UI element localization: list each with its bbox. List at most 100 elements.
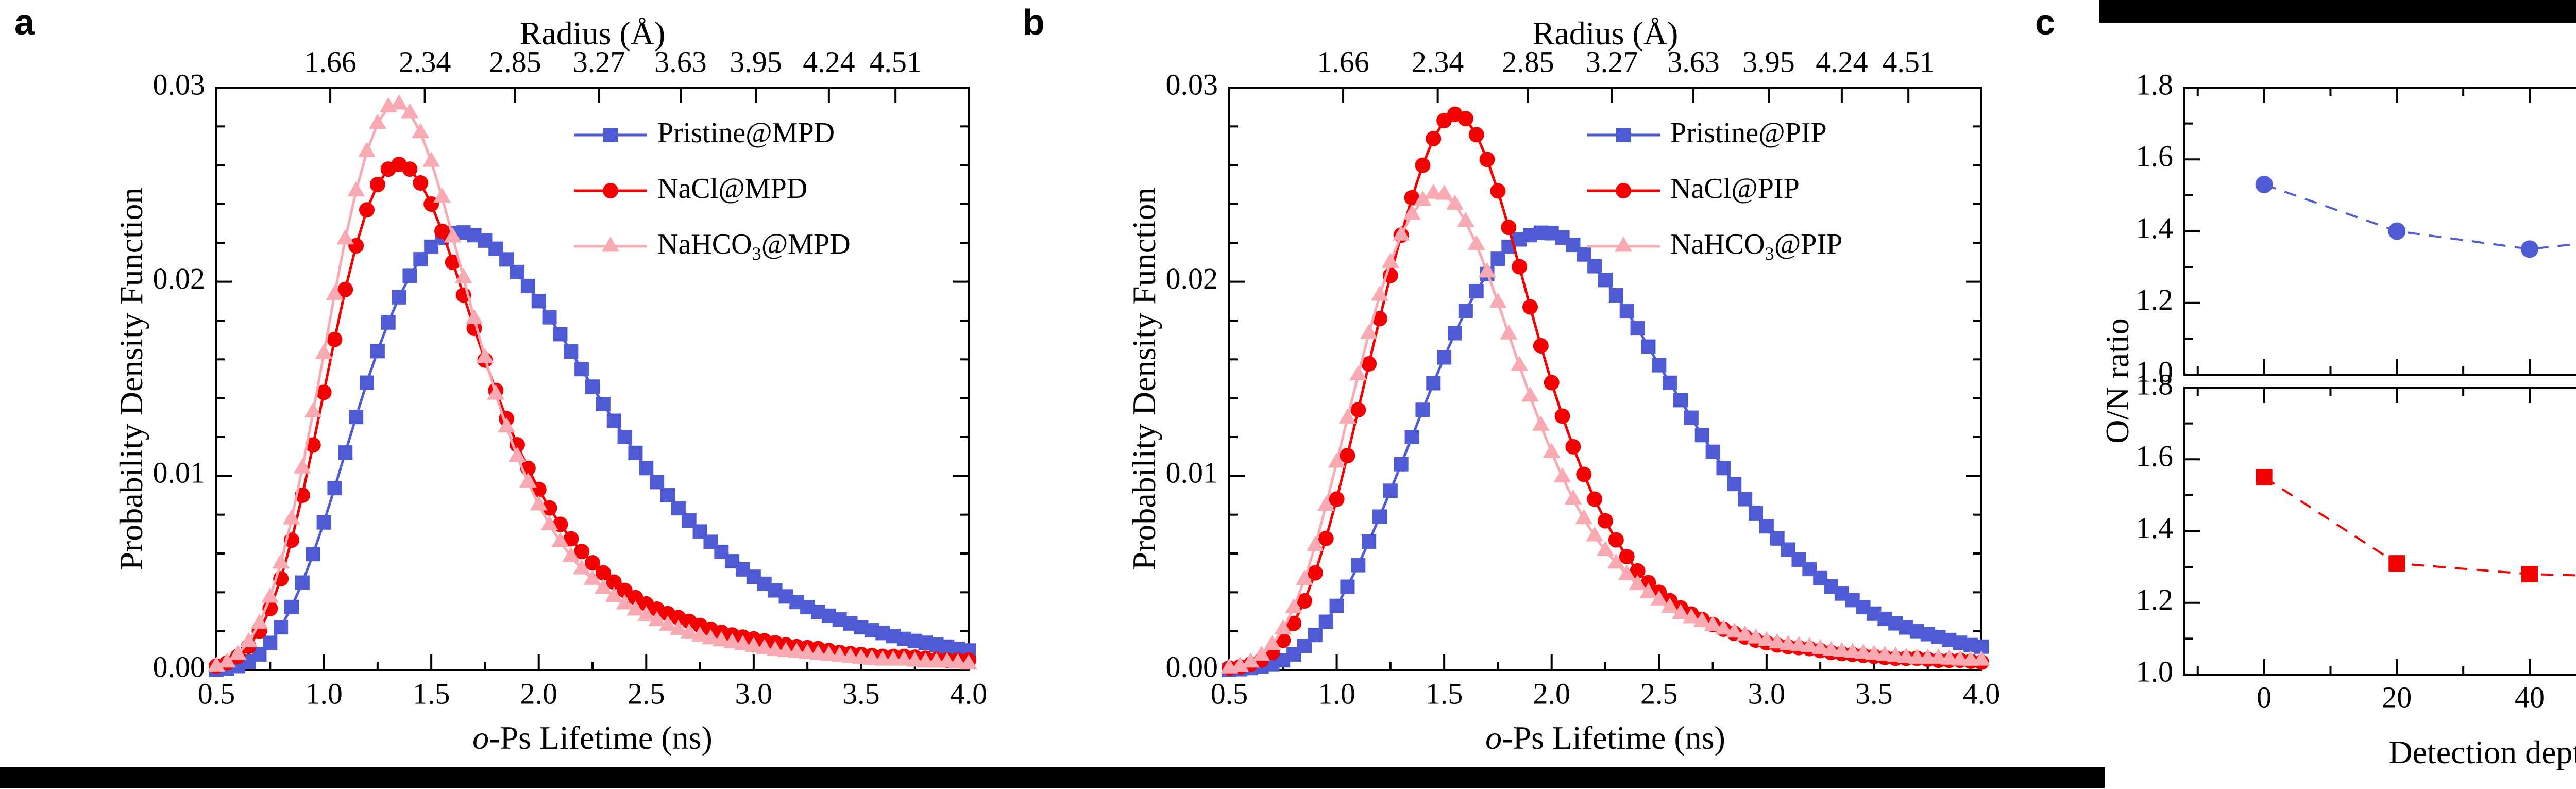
- svg-text:3.27: 3.27: [573, 45, 625, 78]
- svg-text:1.66: 1.66: [304, 45, 357, 78]
- panel-b-top-axis-title: Radius (Å): [1532, 15, 1679, 52]
- svg-text:3.27: 3.27: [1586, 45, 1638, 78]
- series-c1-0: [2255, 175, 2576, 258]
- svg-text:3.0: 3.0: [735, 677, 773, 710]
- series-b-0: [1222, 225, 1989, 677]
- svg-text:0.03: 0.03: [153, 68, 206, 101]
- svg-text:3.63: 3.63: [654, 45, 707, 78]
- legend-marker-square-icon: [1585, 117, 1662, 153]
- svg-text:2.5: 2.5: [628, 677, 665, 710]
- svg-text:1.0: 1.0: [1318, 677, 1355, 710]
- svg-text:0.00: 0.00: [153, 650, 206, 683]
- svg-text:1.0: 1.0: [2136, 355, 2174, 388]
- svg-text:0.5: 0.5: [1211, 677, 1248, 710]
- legend-item: NaHCO3@MPD: [572, 219, 851, 274]
- x-title-rest: -Ps Lifetime (ns): [489, 719, 713, 756]
- legend-marker-triangle-icon: [1585, 228, 1662, 264]
- x-title-rest: -Ps Lifetime (ns): [1502, 719, 1725, 756]
- series-b-2: [1221, 183, 1990, 674]
- svg-text:2.0: 2.0: [520, 677, 557, 710]
- series-a-2: [208, 94, 977, 672]
- svg-text:20: 20: [2382, 680, 2412, 714]
- svg-text:0.00: 0.00: [1166, 650, 1218, 683]
- panel-b-x-axis-title: o-Ps Lifetime (ns): [1485, 719, 1725, 757]
- legend-marker-circle-icon: [572, 173, 649, 209]
- panel-c-y-axis-title: O/N ratio: [2099, 318, 2136, 444]
- svg-text:2.34: 2.34: [399, 45, 451, 78]
- legend-label: NaHCO3@PIP: [1670, 228, 1843, 264]
- svg-text:2.85: 2.85: [489, 45, 541, 78]
- svg-text:1.4: 1.4: [2136, 211, 2174, 245]
- svg-text:1.5: 1.5: [413, 677, 450, 710]
- legend-panel-a: Pristine@MPD NaCl@MPD NaHCO3@MPD: [572, 107, 851, 274]
- panel-b-plot: 0.5 1.0 1.5 2.0 2.5 3.0 3.5 4.0 0.00 0.01 0.02 0.03…: [1166, 45, 2001, 710]
- svg-text:2.85: 2.85: [1502, 45, 1554, 78]
- legend-label: NaHCO3@MPD: [657, 228, 851, 264]
- legend-label: Pristine@PIP: [1670, 117, 1827, 149]
- legend-item: Pristine@PIP: [1585, 107, 1842, 163]
- legend-item: Pristine@MPD: [572, 107, 851, 163]
- legend-marker-circle-icon: [1585, 173, 1662, 209]
- svg-text:1.0: 1.0: [305, 677, 343, 710]
- svg-text:1.66: 1.66: [1317, 45, 1369, 78]
- svg-text:0.01: 0.01: [1166, 456, 1218, 490]
- panel-a-x-axis-title: o-Ps Lifetime (ns): [472, 719, 713, 757]
- svg-text:3.0: 3.0: [1748, 677, 1786, 710]
- svg-text:0.02: 0.02: [1166, 262, 1218, 295]
- panel-label-a: a: [14, 2, 35, 42]
- legend-label: Pristine@MPD: [657, 117, 835, 149]
- svg-text:0.02: 0.02: [153, 262, 206, 295]
- legend-panel-b: Pristine@PIP NaCl@PIP NaHCO3@PIP: [1585, 107, 1842, 274]
- svg-text:4.0: 4.0: [1963, 677, 2001, 710]
- legend-label: NaCl@PIP: [1670, 173, 1800, 205]
- svg-text:4.0: 4.0: [950, 677, 988, 710]
- svg-text:1.8: 1.8: [2136, 68, 2174, 101]
- svg-text:2.34: 2.34: [1412, 45, 1464, 78]
- x-title-italic-o: o: [472, 719, 489, 756]
- series-c2-0: [2256, 469, 2576, 583]
- svg-text:1.2: 1.2: [2136, 583, 2174, 616]
- svg-text:1.6: 1.6: [2136, 440, 2174, 473]
- legend-marker-triangle-icon: [572, 228, 649, 264]
- panel-b-y-axis-title: Probability Density Function: [1126, 187, 1162, 570]
- svg-text:1.6: 1.6: [2136, 140, 2174, 173]
- svg-text:1.4: 1.4: [2136, 511, 2174, 545]
- x-title-italic-o: o: [1485, 719, 1502, 756]
- decorative-bar-bottom-left: [0, 767, 2105, 788]
- decorative-bar-top-right: [2099, 0, 2576, 23]
- svg-text:4.51: 4.51: [869, 45, 922, 78]
- panel-c-x-axis-title: Detection depth (nm): [2388, 734, 2576, 770]
- panel-label-c: c: [2035, 2, 2055, 42]
- svg-text:0.01: 0.01: [153, 456, 206, 490]
- svg-text:3.63: 3.63: [1667, 45, 1720, 78]
- svg-text:2.0: 2.0: [1533, 677, 1570, 710]
- legend-label: NaCl@MPD: [657, 173, 808, 205]
- svg-text:1.5: 1.5: [1426, 677, 1463, 710]
- svg-text:3.5: 3.5: [842, 677, 880, 710]
- panel-label-b: b: [1023, 2, 1045, 42]
- panel-a-plot: 0.5 1.0 1.5 2.0 2.5 3.0 3.5 4.0 0.00 0.01 0.02 0.03…: [153, 45, 988, 710]
- panel-c2-plot: 0204060801.01.21.41.61.8: [2136, 367, 2576, 714]
- svg-text:1.2: 1.2: [2136, 283, 2174, 316]
- series-a-0: [209, 225, 976, 677]
- svg-text:0.5: 0.5: [198, 677, 235, 710]
- svg-text:3.95: 3.95: [730, 45, 782, 78]
- legend-marker-square-icon: [572, 117, 649, 153]
- svg-text:3.95: 3.95: [1742, 45, 1795, 78]
- panel-c1-plot: 1.0 1.2 1.4 1.6 1.8: [2136, 68, 2576, 388]
- svg-text:3.5: 3.5: [1855, 677, 1893, 710]
- svg-text:0: 0: [2257, 680, 2272, 714]
- legend-item: NaCl@MPD: [572, 163, 851, 219]
- legend-item: NaHCO3@PIP: [1585, 219, 1842, 274]
- svg-text:1.8: 1.8: [2136, 367, 2174, 401]
- panel-a-y-axis-title: Probability Density Function: [113, 187, 149, 570]
- svg-text:1.0: 1.0: [2136, 654, 2174, 688]
- svg-text:4.24: 4.24: [1816, 45, 1868, 78]
- svg-text:4.51: 4.51: [1882, 45, 1935, 78]
- panel-a-top-axis-title: Radius (Å): [519, 15, 666, 52]
- svg-text:2.5: 2.5: [1640, 677, 1678, 710]
- svg-text:0.03: 0.03: [1166, 68, 1218, 101]
- svg-text:40: 40: [2515, 680, 2545, 714]
